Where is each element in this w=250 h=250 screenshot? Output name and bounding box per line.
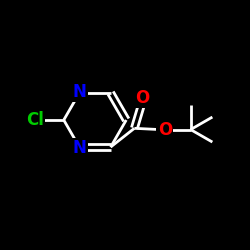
Text: O: O [158,120,172,138]
Text: O: O [135,89,149,107]
Text: Cl: Cl [26,111,44,129]
Text: N: N [72,83,86,101]
Text: N: N [72,139,86,157]
